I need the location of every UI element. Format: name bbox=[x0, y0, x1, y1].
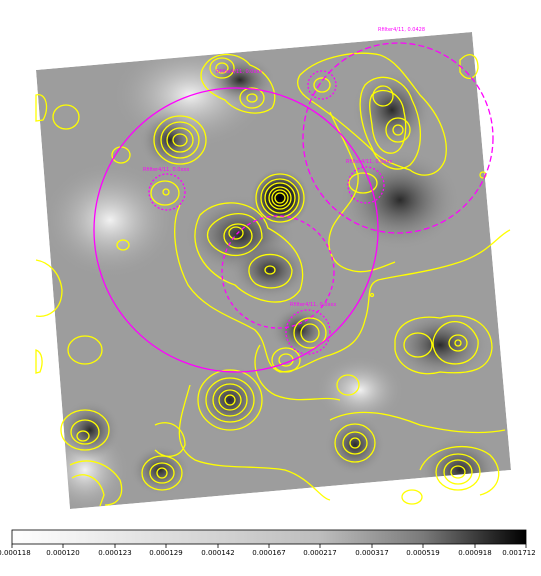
region-label: Rfilter4/11, 0.0xxx bbox=[346, 159, 392, 165]
colorbar-tick-label: 0.000519 bbox=[406, 549, 440, 557]
region-label: Rfilter4/11, 0.0xxx bbox=[216, 69, 262, 75]
colorbar-tick-label: 0.000918 bbox=[458, 549, 492, 557]
colorbar-ticks bbox=[11, 544, 527, 548]
region-label: Rfilter4/11, 0.0428 bbox=[378, 27, 425, 33]
colorbar-tick-label: 0.001712 bbox=[502, 549, 536, 557]
colorbar-tick-label: 0.000167 bbox=[252, 549, 286, 557]
contour-layer bbox=[35, 52, 511, 507]
region-label: Rfilter4/11, 0.0xxx bbox=[290, 302, 336, 308]
colorbar-tick-label: 0.000129 bbox=[149, 549, 183, 557]
colorbar-tick-label: 0.000123 bbox=[98, 549, 132, 557]
colorbar-tick-label: 0.000142 bbox=[201, 549, 235, 557]
colorbar-tick-label: 0.000217 bbox=[303, 549, 337, 557]
colorbar-tick-label: 0.000120 bbox=[46, 549, 80, 557]
colorbar-tick-label: 0.000118 bbox=[0, 549, 31, 557]
region-label-layer: Rfilter4/11, 0.0428 Rfilter4/11, 0.0xxx … bbox=[143, 27, 425, 308]
region-label: Rfilter4/11, 0.0xxx bbox=[143, 167, 189, 173]
region-layer bbox=[93, 42, 494, 373]
colorbar bbox=[11, 529, 527, 548]
colorbar-gradient bbox=[11, 529, 527, 545]
colorbar-tick-label: 0.000317 bbox=[355, 549, 389, 557]
